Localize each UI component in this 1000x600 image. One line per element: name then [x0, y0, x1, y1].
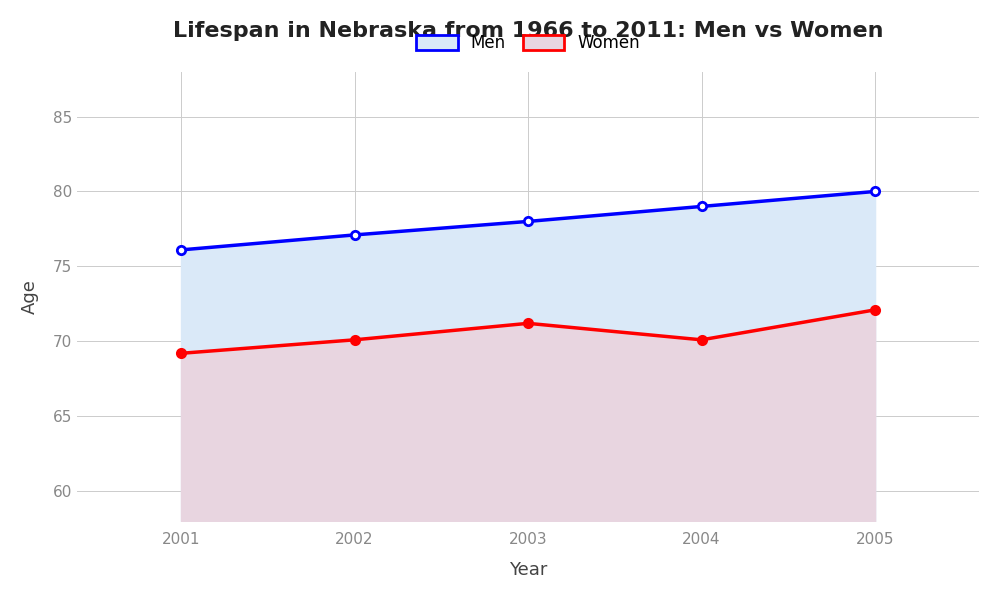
- Title: Lifespan in Nebraska from 1966 to 2011: Men vs Women: Lifespan in Nebraska from 1966 to 2011: …: [173, 21, 883, 41]
- Legend: Men, Women: Men, Women: [408, 26, 649, 61]
- X-axis label: Year: Year: [509, 561, 547, 579]
- Y-axis label: Age: Age: [21, 279, 39, 314]
